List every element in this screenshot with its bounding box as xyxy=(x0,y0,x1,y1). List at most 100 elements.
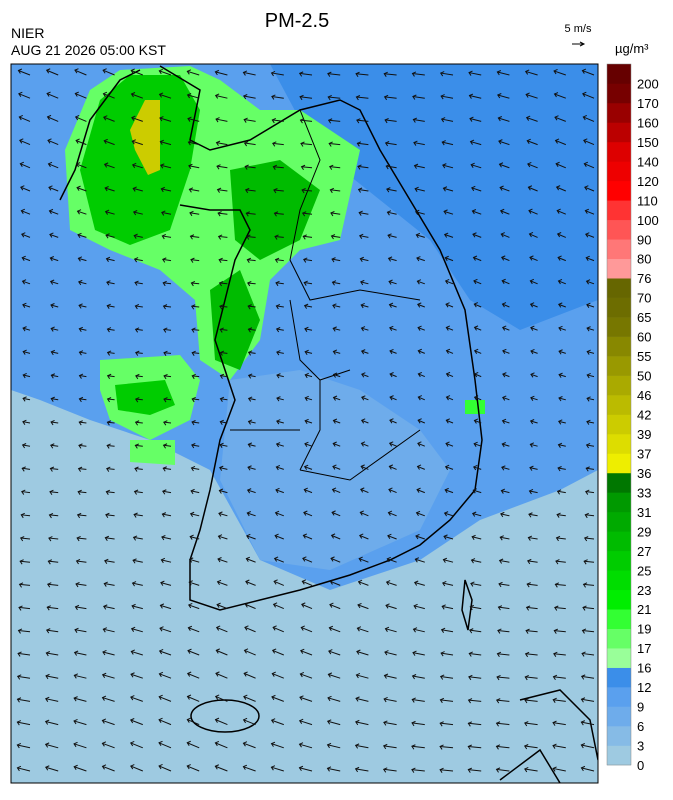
arrow-head xyxy=(389,372,394,378)
colorbar-label: 9 xyxy=(637,700,644,715)
colorbar-label: 120 xyxy=(637,174,659,189)
arrow-head xyxy=(49,489,54,496)
arrow-shaft xyxy=(470,141,482,146)
arrow-shaft xyxy=(584,186,595,192)
arrow-head xyxy=(158,92,164,98)
colorbar-frame xyxy=(606,63,632,766)
wind-arrow xyxy=(244,625,256,633)
wind-arrow xyxy=(502,372,510,378)
arrow-head xyxy=(245,579,250,585)
wind-arrow xyxy=(444,487,454,494)
arrow-shaft xyxy=(582,629,595,633)
wind-arrow xyxy=(247,442,256,448)
arrow-head xyxy=(215,671,220,677)
arrow-shaft xyxy=(555,139,566,146)
arrow-shaft xyxy=(23,351,31,354)
arrow-shaft xyxy=(48,537,59,540)
arrow-shaft xyxy=(219,259,228,262)
arrow-head xyxy=(304,372,309,379)
arrow-head xyxy=(161,233,167,240)
arrow-shaft xyxy=(107,351,115,354)
arrow-head xyxy=(526,138,531,144)
wind-arrow xyxy=(299,118,313,124)
wind-arrow xyxy=(443,511,454,517)
arrow-head xyxy=(104,209,110,215)
wind-arrow xyxy=(388,441,397,447)
wind-arrow xyxy=(499,208,510,215)
colorbar-segment xyxy=(607,550,631,571)
arrow-shaft xyxy=(75,140,87,146)
concentration-field xyxy=(220,370,450,570)
arrow-head xyxy=(495,721,501,727)
arrow-head xyxy=(272,602,278,608)
concentration-field xyxy=(210,160,320,370)
wind-arrow xyxy=(130,695,143,702)
arrow-head xyxy=(273,579,278,585)
arrow-head xyxy=(163,373,168,380)
arrow-head xyxy=(18,91,23,97)
arrow-head xyxy=(443,209,448,215)
arrow-shaft xyxy=(332,281,341,285)
arrow-shaft xyxy=(162,490,172,494)
arrow-shaft xyxy=(581,744,595,749)
arrow-shaft xyxy=(417,466,425,470)
arrow-shaft xyxy=(301,627,313,633)
wind-arrow xyxy=(159,116,172,122)
wind-arrow xyxy=(528,232,538,238)
map-frame xyxy=(10,63,599,784)
arrow-head xyxy=(162,304,168,310)
wind-arrow xyxy=(553,651,566,657)
arrow-head xyxy=(468,651,473,657)
colorbar: 0369121617192123252729313336373942465055… xyxy=(606,63,659,773)
arrow-head xyxy=(554,605,559,611)
arrow-shaft xyxy=(192,375,200,378)
wind-arrow xyxy=(357,602,369,610)
arrow-head xyxy=(586,396,591,402)
wind-arrow xyxy=(243,671,256,679)
colorbar-label: 100 xyxy=(637,213,659,228)
arrow-head xyxy=(104,535,110,542)
arrow-shaft xyxy=(329,166,341,169)
arrow-shaft xyxy=(75,606,87,610)
arrow-head xyxy=(586,326,591,332)
wind-arrow xyxy=(386,210,397,216)
arrow-head xyxy=(73,673,79,679)
arrow-shaft xyxy=(443,559,454,563)
arrow-head xyxy=(496,674,501,681)
arrow-head xyxy=(499,185,504,191)
colorbar-segment xyxy=(607,414,631,435)
wind-arrow xyxy=(358,556,369,563)
wind-arrow xyxy=(439,744,454,750)
wind-arrow xyxy=(445,325,454,331)
wind-arrow xyxy=(500,232,510,238)
arrow-shaft xyxy=(498,606,510,610)
arrow-shaft xyxy=(530,397,538,401)
arrow-head xyxy=(552,697,557,703)
arrow-head xyxy=(357,579,363,585)
arrow-head xyxy=(101,764,107,770)
arrow-shaft xyxy=(78,444,87,447)
arrow-shaft xyxy=(501,490,510,494)
arrow-shaft xyxy=(500,210,510,215)
arrow-head xyxy=(417,325,422,331)
arrow-head xyxy=(162,257,167,263)
wind-arrow xyxy=(219,327,228,333)
wind-arrow xyxy=(584,185,595,192)
arrow-shaft xyxy=(304,489,313,494)
arrow-head xyxy=(46,114,52,121)
wind-arrow xyxy=(583,161,595,169)
arrow-head xyxy=(275,327,281,333)
arrow-shaft xyxy=(581,721,595,726)
arrow-shaft xyxy=(501,233,510,238)
wind-arrow xyxy=(501,325,510,331)
colorbar-segment xyxy=(607,492,631,513)
arrow-shaft xyxy=(468,676,482,679)
arrow-shaft xyxy=(218,212,228,215)
wind-arrow xyxy=(586,349,595,355)
arrow-head xyxy=(360,326,366,332)
arrow-shaft xyxy=(502,443,510,447)
wind-arrow xyxy=(443,209,454,215)
arrow-shaft xyxy=(243,766,256,772)
wind-arrow xyxy=(19,559,31,565)
arrow-shaft xyxy=(218,512,228,517)
